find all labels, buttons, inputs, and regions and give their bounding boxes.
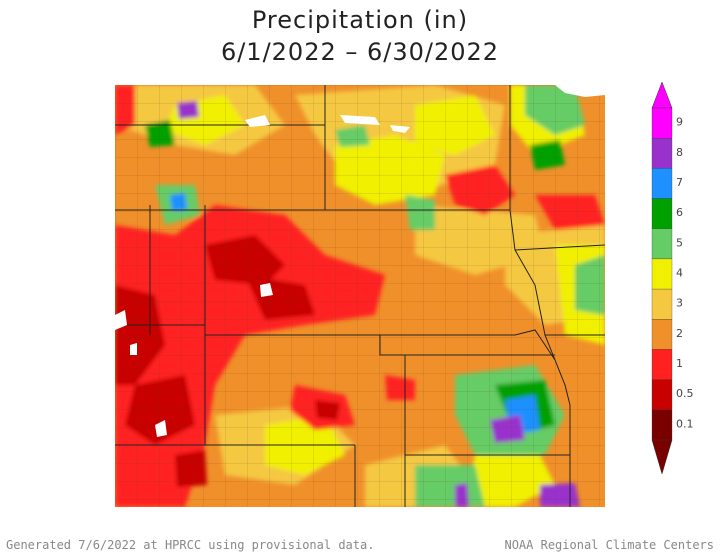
footer-credit: NOAA Regional Climate Centers: [504, 538, 714, 552]
legend-label: 9: [676, 116, 683, 129]
legend-top-arrow: [651, 81, 673, 109]
map-title-line2: 6/1/2022 – 6/30/2022: [220, 38, 500, 66]
legend-label: 6: [676, 206, 683, 219]
legend-swatch: [651, 198, 673, 229]
legend-swatch: [651, 228, 673, 260]
legend-label: 3: [676, 297, 683, 310]
legend-label: 7: [676, 176, 683, 189]
water-bodies: [115, 85, 605, 437]
legend-swatch: [651, 349, 673, 380]
map-title-line1: Precipitation (in): [251, 6, 469, 34]
precipitation-map: [115, 85, 605, 507]
county-boundaries: [115, 85, 605, 507]
legend-label: 1: [676, 357, 683, 370]
legend-label: 8: [676, 146, 683, 159]
legend-swatch: [651, 288, 673, 320]
legend-swatch: [651, 138, 673, 169]
legend-swatch: [651, 319, 673, 350]
precipitation-legend: 9 8 7 6 5 4 3 2 1 0.5 0.1: [651, 81, 694, 475]
legend-label: 5: [676, 236, 683, 249]
legend-label: 4: [676, 266, 683, 279]
legend-label: 2: [676, 327, 683, 340]
legend-swatch: [651, 107, 673, 139]
state-boundaries: [115, 85, 605, 507]
footer-generated-note: Generated 7/6/2022 at HPRCC using provis…: [6, 538, 375, 552]
legend-label: 0.5: [676, 387, 694, 400]
legend-swatch: [651, 168, 673, 199]
legend-bottom-arrow: [651, 439, 673, 475]
legend-swatch: [651, 379, 673, 410]
legend-label: 0.1: [676, 417, 694, 430]
legend-swatch: [651, 409, 673, 441]
legend-swatch: [651, 258, 673, 290]
